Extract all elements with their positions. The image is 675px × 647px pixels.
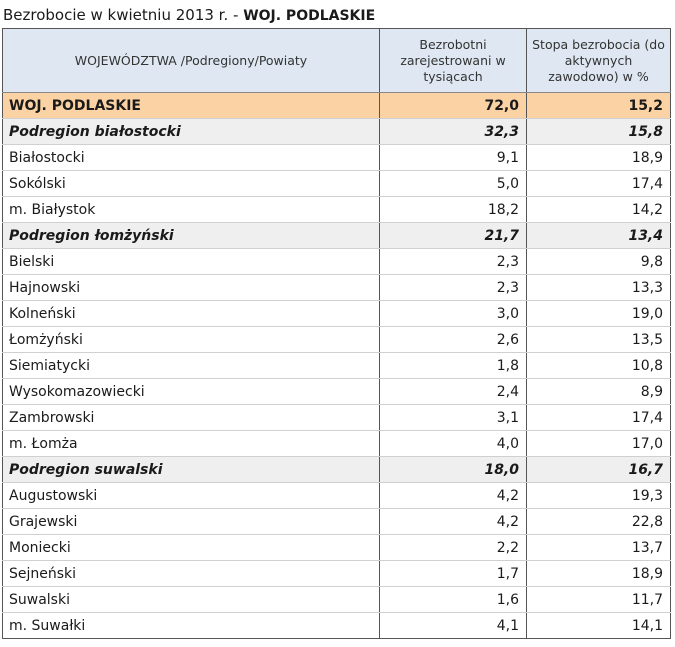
county-row: Hajnowski 2,3 13,3 — [2, 274, 671, 301]
region-name-cell: Podregion suwalski — [2, 456, 380, 483]
title-prefix: Bezrobocie w kwietniu 2013 r. - — [3, 6, 244, 24]
rate-cell: 16,7 — [526, 456, 671, 483]
unemployed-cell: 3,1 — [379, 404, 527, 431]
region-name-cell: Sokólski — [2, 170, 380, 197]
rate-cell: 17,4 — [526, 170, 671, 197]
region-name-cell: Łomżyński — [2, 326, 380, 353]
region-name-cell: m. Białystok — [2, 196, 380, 223]
subregion-row: Podregion suwalski 18,0 16,7 — [2, 456, 671, 483]
region-name-cell: Suwalski — [2, 586, 380, 613]
rate-cell: 14,2 — [526, 196, 671, 223]
unemployed-cell: 4,0 — [379, 430, 527, 457]
region-name-cell: Augustowski — [2, 482, 380, 509]
header-unemployed: Bezrobotni zarejestrowani w tysiącach — [379, 28, 527, 93]
unemployed-cell: 4,2 — [379, 482, 527, 509]
county-row: Suwalski 1,6 11,7 — [2, 586, 671, 613]
region-name-cell: WOJ. PODLASKIE — [2, 92, 380, 119]
region-name-cell: m. Suwałki — [2, 612, 380, 639]
county-row: Kolneński 3,0 19,0 — [2, 300, 671, 327]
rate-cell: 17,4 — [526, 404, 671, 431]
region-name-cell: Grajewski — [2, 508, 380, 535]
rate-cell: 13,7 — [526, 534, 671, 561]
unemployed-cell: 4,1 — [379, 612, 527, 639]
region-name-cell: Kolneński — [2, 300, 380, 327]
county-row: Moniecki 2,2 13,7 — [2, 534, 671, 561]
unemployed-cell: 2,3 — [379, 248, 527, 275]
county-row: Sokólski 5,0 17,4 — [2, 170, 671, 197]
county-row: Grajewski 4,2 22,8 — [2, 508, 671, 535]
county-row: Białostocki 9,1 18,9 — [2, 144, 671, 171]
page-title: Bezrobocie w kwietniu 2013 r. - WOJ. POD… — [3, 4, 375, 26]
unemployed-cell: 21,7 — [379, 222, 527, 249]
subregion-row: Podregion białostocki 32,3 15,8 — [2, 118, 671, 145]
county-row: m. Suwałki 4,1 14,1 — [2, 612, 671, 639]
table-body: WOJ. PODLASKIE 72,0 15,2 Podregion białosto… — [2, 92, 671, 639]
subregion-row: Podregion łomżyński 21,7 13,4 — [2, 222, 671, 249]
county-row: Zambrowski 3,1 17,4 — [2, 404, 671, 431]
region-name-cell: m. Łomża — [2, 430, 380, 457]
rate-cell: 11,7 — [526, 586, 671, 613]
region-name-cell: Bielski — [2, 248, 380, 275]
rate-cell: 13,3 — [526, 274, 671, 301]
unemployed-cell: 1,7 — [379, 560, 527, 587]
rate-cell: 8,9 — [526, 378, 671, 405]
region-name-cell: Hajnowski — [2, 274, 380, 301]
header-rate: Stopa bezrobocia (do aktywnych zawodowo)… — [526, 28, 671, 93]
rate-cell: 18,9 — [526, 144, 671, 171]
rate-cell: 13,5 — [526, 326, 671, 353]
unemployed-cell: 18,2 — [379, 196, 527, 223]
rate-cell: 14,1 — [526, 612, 671, 639]
region-name-cell: Podregion łomżyński — [2, 222, 380, 249]
unemployed-cell: 2,2 — [379, 534, 527, 561]
rate-cell: 15,8 — [526, 118, 671, 145]
unemployed-cell: 72,0 — [379, 92, 527, 119]
unemployed-cell: 4,2 — [379, 508, 527, 535]
unemployed-cell: 2,3 — [379, 274, 527, 301]
county-row: Augustowski 4,2 19,3 — [2, 482, 671, 509]
region-name-cell: Siemiatycki — [2, 352, 380, 379]
unemployed-cell: 32,3 — [379, 118, 527, 145]
title-region: WOJ. PODLASKIE — [243, 8, 376, 24]
region-name-cell: Moniecki — [2, 534, 380, 561]
rate-cell: 17,0 — [526, 430, 671, 457]
region-name-cell: Podregion białostocki — [2, 118, 380, 145]
header-region: WOJEWÓDZTWA /Podregiony/Powiaty — [2, 28, 380, 93]
region-name-cell: Zambrowski — [2, 404, 380, 431]
unemployed-cell: 2,4 — [379, 378, 527, 405]
unemployed-cell: 9,1 — [379, 144, 527, 171]
rate-cell: 9,8 — [526, 248, 671, 275]
unemployment-table: WOJEWÓDZTWA /Podregiony/Powiaty Bezrobot… — [2, 28, 671, 639]
rate-cell: 19,0 — [526, 300, 671, 327]
rate-cell: 15,2 — [526, 92, 671, 119]
county-row: Wysokomazowiecki 2,4 8,9 — [2, 378, 671, 405]
county-row: Siemiatycki 1,8 10,8 — [2, 352, 671, 379]
region-name-cell: Białostocki — [2, 144, 380, 171]
rate-cell: 18,9 — [526, 560, 671, 587]
county-row: m. Łomża 4,0 17,0 — [2, 430, 671, 457]
county-row: Łomżyński 2,6 13,5 — [2, 326, 671, 353]
unemployed-cell: 5,0 — [379, 170, 527, 197]
region-name-cell: Sejneński — [2, 560, 380, 587]
county-row: Bielski 2,3 9,8 — [2, 248, 671, 275]
unemployed-cell: 1,8 — [379, 352, 527, 379]
rate-cell: 10,8 — [526, 352, 671, 379]
rate-cell: 19,3 — [526, 482, 671, 509]
unemployed-cell: 18,0 — [379, 456, 527, 483]
region-name-cell: Wysokomazowiecki — [2, 378, 380, 405]
county-row: Sejneński 1,7 18,9 — [2, 560, 671, 587]
table-header-row: WOJEWÓDZTWA /Podregiony/Powiaty Bezrobot… — [2, 28, 671, 93]
voivodeship-row: WOJ. PODLASKIE 72,0 15,2 — [2, 92, 671, 119]
unemployed-cell: 1,6 — [379, 586, 527, 613]
rate-cell: 22,8 — [526, 508, 671, 535]
rate-cell: 13,4 — [526, 222, 671, 249]
county-row: m. Białystok 18,2 14,2 — [2, 196, 671, 223]
unemployed-cell: 2,6 — [379, 326, 527, 353]
unemployed-cell: 3,0 — [379, 300, 527, 327]
